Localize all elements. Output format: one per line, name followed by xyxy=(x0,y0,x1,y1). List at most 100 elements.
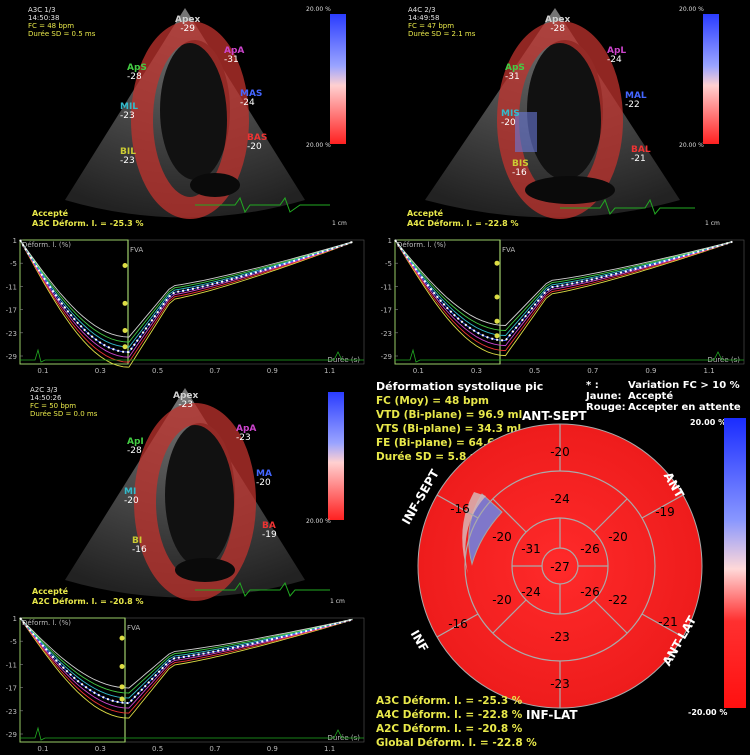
fva-label: FVA xyxy=(127,624,140,632)
legend-key-yellow: Jaune: xyxy=(586,391,622,402)
fva-marker xyxy=(494,260,500,266)
summary-vts: VTS (Bi-plane) = 34.3 ml xyxy=(376,423,522,435)
bullseye-summary-panel[interactable]: Déformation systolique pic FC (Moy) = 48… xyxy=(372,378,750,755)
fva-marker xyxy=(494,333,500,339)
a3c-seg-mil-value: -23 xyxy=(120,111,135,121)
a4c-strain-graph[interactable]: FVA Déform. l. (%) 1 -5 -11 -17 -23 -29 0.1 0.3 0.… xyxy=(375,232,750,377)
a2c-view-panel[interactable]: A2C 3/3 14:50:26 FC = 50 bpm Durée SD = … xyxy=(0,380,370,610)
strain-curve xyxy=(394,239,733,331)
basal-inf: -16 xyxy=(448,617,468,631)
a2c-header-fc: FC = 50 bpm xyxy=(30,402,77,410)
summary-fe: FE (Bi-plane) = 64.6 % xyxy=(376,437,509,449)
a3c-seg-aps-value: -28 xyxy=(127,72,142,82)
y-tick-label: 1 xyxy=(13,615,17,623)
a4c-seg-bis-code: BIS xyxy=(512,159,529,169)
a3c-color-scale xyxy=(330,14,346,144)
average-curve xyxy=(19,617,353,705)
legend-text-red: Accepter en attente xyxy=(628,402,741,413)
mid-inf: -20 xyxy=(492,593,512,607)
a2c-seg-api-value: -28 xyxy=(127,446,142,456)
strain-curve xyxy=(19,617,353,689)
a3c-view-panel[interactable]: A3C 1/3 14:50:38 FC = 48 bpm Durée SD = … xyxy=(0,0,370,230)
a4c-header-sd: Durée SD = 2.1 ms xyxy=(408,30,476,38)
y-tick-label: -17 xyxy=(381,307,392,315)
graph-ylabel: Déform. l. (%) xyxy=(397,241,446,249)
x-tick-label: 0.9 xyxy=(267,367,278,375)
bullseye-color-scale xyxy=(724,418,746,708)
strain-curve xyxy=(19,239,353,343)
a2c-seg-api-code: ApI xyxy=(127,437,144,447)
a4c-echo-image xyxy=(425,8,695,219)
a2c-seg-ma-value: -20 xyxy=(256,478,271,488)
x-tick-label: 0.1 xyxy=(413,367,424,375)
a3c-graph-svg: FVA Déform. l. (%) 1 -5 -11 -17 -23 -29 0.1 0.3 0.… xyxy=(6,237,365,375)
a2c-seg-ma-code: MA xyxy=(256,469,272,479)
mid-ant-lat: -22 xyxy=(608,593,628,607)
a4c-view-panel[interactable]: A4C 2/3 14:49:58 FC = 47 bpm Durée SD = … xyxy=(375,0,750,230)
graph-frame xyxy=(19,617,365,743)
x-tick-label: 0.7 xyxy=(209,745,220,753)
a3c-header-fc: FC = 48 bpm xyxy=(28,22,75,30)
summary-title: Déformation systolique pic xyxy=(376,380,544,393)
a2c-seg-mi-value: -20 xyxy=(124,496,139,506)
fva-box xyxy=(19,239,129,365)
x-tick-label: 0.1 xyxy=(37,367,48,375)
a4c-seg-aps-value: -31 xyxy=(505,72,520,82)
summary-fc: FC (Moy) = 48 bpm xyxy=(376,395,489,407)
a3c-seg-mas-code: MAS xyxy=(240,89,263,99)
a2c-seg-apa-code: ApA xyxy=(236,424,257,434)
apical-sept: -31 xyxy=(521,542,541,556)
a3c-echo-image xyxy=(65,8,330,219)
a2c-strain-graph[interactable]: FVA Déform. l. (%) 1 -5 -11 -17 -23 -29 0.1 0.3 0.… xyxy=(0,610,370,755)
a3c-seg-apex-value: -29 xyxy=(180,24,196,34)
x-tick-label: 0.3 xyxy=(95,367,106,375)
x-tick-label: 0.5 xyxy=(152,367,163,375)
fva-label: FVA xyxy=(130,246,143,254)
summary-vtd: VTD (Bi-plane) = 96.9 ml xyxy=(376,409,523,421)
a3c-strain-graph[interactable]: FVA Déform. l. (%) 1 -5 -11 -17 -23 -29 0.1 0.3 0.… xyxy=(0,232,370,377)
basal-ant-sept: -20 xyxy=(550,445,570,459)
y-tick-label: -5 xyxy=(10,260,17,268)
apical-lat: -26 xyxy=(580,585,600,599)
a2c-cm-label: 1 cm xyxy=(330,598,345,605)
a4c-header-time: 14:49:58 xyxy=(408,14,440,22)
summary-sd: Durée SD = 5.8 ms xyxy=(376,451,488,463)
y-tick-label: -11 xyxy=(6,283,17,291)
strain-curve xyxy=(19,239,353,358)
apex-value: -27 xyxy=(550,560,570,574)
a3c-seg-bas-code: BAS xyxy=(247,133,268,143)
a4c-seg-mal-code: MAL xyxy=(625,91,647,101)
graph-frame xyxy=(394,239,745,365)
fva-marker xyxy=(122,327,128,333)
mid-inf-sept: -20 xyxy=(492,530,512,544)
a2c-seg-bi-value: -16 xyxy=(132,545,147,555)
fva-marker xyxy=(494,318,500,324)
a3c-seg-aps-code: ApS xyxy=(127,63,147,73)
a4c-cm-label: 1 cm xyxy=(705,220,720,227)
strain-curve xyxy=(394,239,733,347)
a4c-seg-aps-code: ApS xyxy=(505,63,525,73)
a3c-header-sd: Durée SD = 0.5 ms xyxy=(28,30,96,38)
ecg-trace xyxy=(20,348,364,363)
y-tick-label: -23 xyxy=(6,708,17,716)
a2c-color-scale xyxy=(328,392,344,520)
x-tick-label: 1.1 xyxy=(704,367,715,375)
y-tick-label: -5 xyxy=(10,638,17,646)
a2c-graph-svg: FVA Déform. l. (%) 1 -5 -11 -17 -23 -29 0.1 0.3 0.… xyxy=(6,615,365,753)
a2c-header-view: A2C 3/3 xyxy=(30,386,58,394)
mid-ant-sept: -24 xyxy=(550,492,570,506)
x-tick-label: 0.5 xyxy=(152,745,163,753)
a4c-color-scale xyxy=(703,14,719,144)
a3c-seg-bil-code: BIL xyxy=(120,147,136,157)
apical-inf: -24 xyxy=(521,585,541,599)
a2c-seg-ba-value: -19 xyxy=(262,530,277,540)
a2c-header-time: 14:50:26 xyxy=(30,394,62,402)
a3c-deform: A3C Déform. l. = -25.3 % xyxy=(32,219,144,228)
a4c-scale-top: 20.00 % xyxy=(679,6,704,13)
a4c-scale-bottom: 20.00 % xyxy=(679,142,704,149)
a3c-seg-apex-code: Apex xyxy=(175,15,201,25)
strain-curve xyxy=(19,239,353,368)
y-tick-label: -5 xyxy=(385,260,392,268)
x-tick-label: 1.1 xyxy=(324,745,335,753)
a4c-header-fc: FC = 47 bpm xyxy=(408,22,455,30)
